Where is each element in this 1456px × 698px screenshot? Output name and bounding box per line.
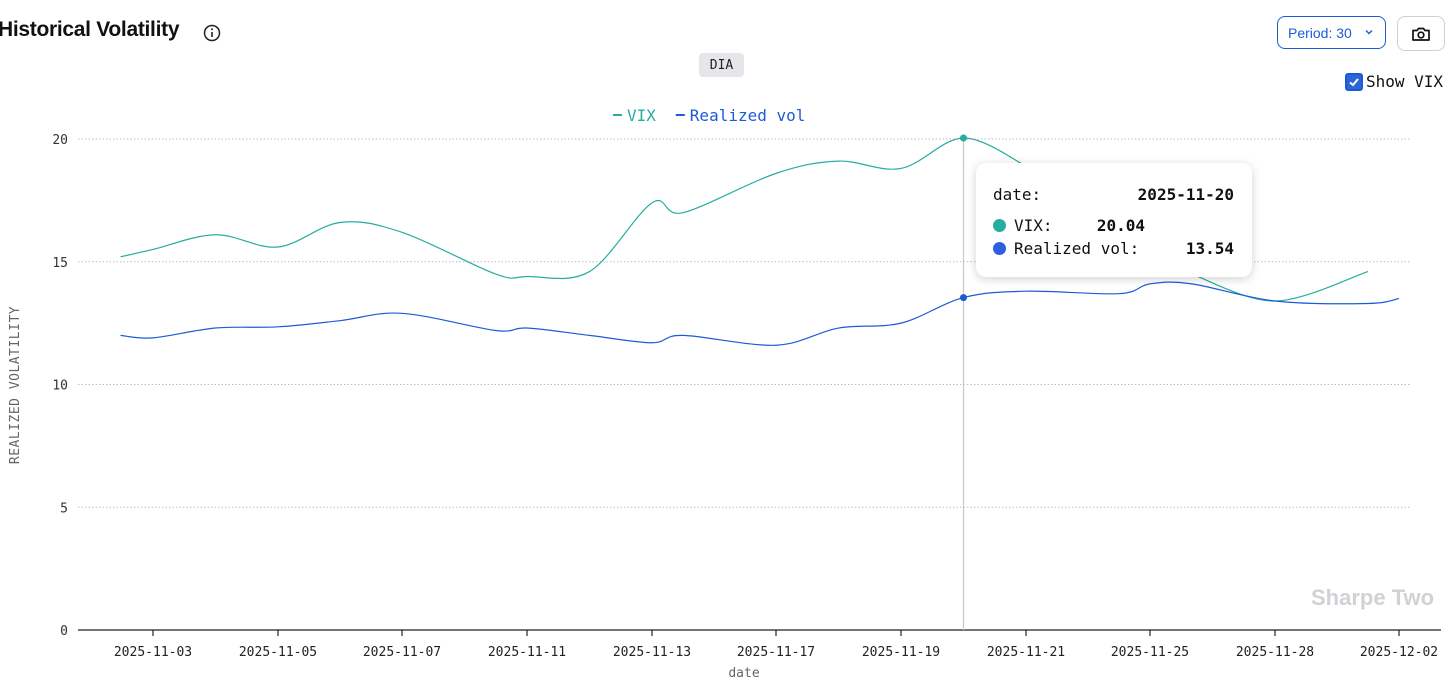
legend-label[interactable]: VIX bbox=[627, 106, 656, 125]
y-tick-label: 5 bbox=[60, 501, 68, 516]
data-point bbox=[960, 294, 967, 302]
tooltip-date-row: date: 2025-11-20 bbox=[993, 184, 1234, 204]
checkmark-icon bbox=[1349, 77, 1359, 86]
vix-dot-icon bbox=[993, 218, 1006, 232]
tooltip-vix-label: VIX: bbox=[1014, 215, 1053, 235]
y-tick-label: 20 bbox=[52, 133, 68, 148]
show-vix-checkbox[interactable] bbox=[1345, 72, 1363, 91]
screenshot-button[interactable] bbox=[1397, 16, 1445, 51]
series-lines bbox=[120, 134, 1400, 346]
x-tick-label: 2025-11-19 bbox=[862, 645, 940, 660]
data-point bbox=[960, 134, 967, 142]
y-tick-label: 15 bbox=[52, 256, 68, 271]
x-tick-label: 2025-11-05 bbox=[239, 645, 317, 660]
legend: VIX Realized vol bbox=[613, 106, 805, 125]
x-axis: 2025-11-03 2025-11-05 2025-11-07 2025-11-11… bbox=[78, 629, 1441, 660]
legend-label[interactable]: Realized vol bbox=[690, 106, 806, 125]
realized-vol-dot-icon bbox=[993, 241, 1006, 255]
x-tick-label: 2025-11-17 bbox=[737, 645, 815, 660]
tooltip: date: 2025-11-20 VIX: 20.04 Realized vol… bbox=[976, 163, 1252, 277]
series-line-vix bbox=[120, 137, 1027, 280]
tooltip-realized-label: Realized vol: bbox=[1014, 238, 1140, 258]
y-tick-label: 10 bbox=[52, 379, 68, 394]
show-vix-label: Show VIX bbox=[1366, 72, 1444, 91]
info-icon[interactable] bbox=[202, 23, 222, 43]
camera-icon bbox=[1412, 27, 1430, 41]
tooltip-vix-row: VIX: 20.04 bbox=[993, 215, 1145, 235]
x-tick-label: 2025-11-11 bbox=[488, 645, 566, 660]
period-select[interactable]: Period: 30 bbox=[1277, 16, 1386, 49]
chart-title: Historical Volatility bbox=[0, 18, 180, 41]
series-line-realized-vol bbox=[120, 281, 1400, 346]
y-axis-label: REALIZED VOLATILITY bbox=[8, 306, 23, 464]
tooltip-realized-row: Realized vol: 13.54 bbox=[993, 238, 1234, 258]
x-tick-label: 2025-11-25 bbox=[1111, 645, 1189, 660]
watermark: Sharpe Two bbox=[1311, 585, 1435, 610]
x-tick-label: 2025-11-07 bbox=[363, 645, 441, 660]
x-tick-label: 2025-12-02 bbox=[1360, 645, 1438, 660]
x-tick-label: 2025-11-13 bbox=[613, 645, 691, 660]
y-axis-ticks: 0 5 10 15 20 bbox=[52, 133, 68, 639]
period-label: Period: 30 bbox=[1288, 24, 1352, 41]
x-tick-label: 2025-11-21 bbox=[987, 645, 1065, 660]
x-axis-label: date bbox=[728, 666, 759, 681]
show-vix-toggle[interactable]: Show VIX bbox=[1345, 72, 1443, 91]
x-tick-label: 2025-11-28 bbox=[1236, 645, 1314, 660]
tooltip-vix-value: 20.04 bbox=[1096, 215, 1145, 235]
tooltip-realized-value: 13.54 bbox=[1185, 238, 1234, 258]
y-tick-label: 0 bbox=[60, 624, 68, 639]
tooltip-date-label: date: bbox=[993, 184, 1042, 204]
chevron-down-icon bbox=[1365, 30, 1373, 35]
x-tick-label: 2025-11-03 bbox=[114, 645, 192, 660]
tooltip-date-value: 2025-11-20 bbox=[1137, 184, 1234, 204]
ticker-badge: DIA bbox=[699, 53, 744, 77]
